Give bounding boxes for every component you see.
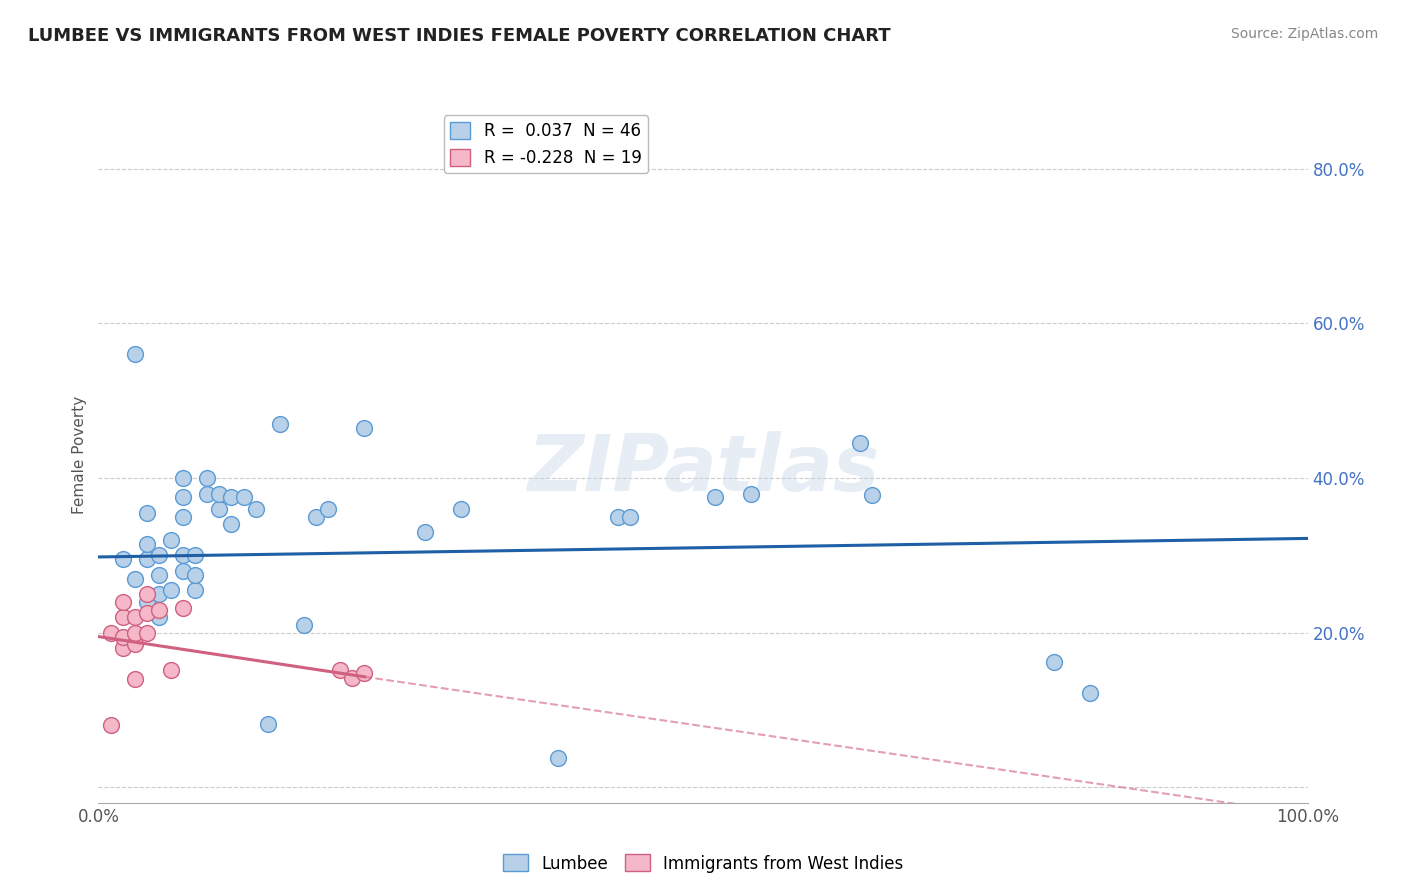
Point [148,602,170,616]
Point [269,417,291,431]
Point [245,502,267,516]
Point [124,572,146,586]
Y-axis label: Female Poverty: Female Poverty [72,396,87,514]
Point [172,549,194,563]
Point [148,587,170,601]
Point [160,663,183,677]
Point [607,509,630,524]
Point [172,601,194,615]
Text: Source: ZipAtlas.com: Source: ZipAtlas.com [1230,27,1378,41]
Point [184,549,207,563]
Point [111,595,134,609]
Text: LUMBEE VS IMMIGRANTS FROM WEST INDIES FEMALE POVERTY CORRELATION CHART: LUMBEE VS IMMIGRANTS FROM WEST INDIES FE… [28,27,891,45]
Point [232,491,254,505]
Point [547,751,569,765]
Point [849,436,872,450]
Point [124,637,146,651]
Point [135,537,157,551]
Point [619,509,641,524]
Point [135,506,157,520]
Point [172,564,194,578]
Point [135,625,157,640]
Point [704,491,727,505]
Point [124,347,146,361]
Point [160,583,183,598]
Point [450,502,472,516]
Point [124,672,146,686]
Point [221,491,243,505]
Point [329,663,352,677]
Point [100,625,122,640]
Point [111,641,134,656]
Point [111,610,134,624]
Point [256,717,278,731]
Point [860,488,883,502]
Point [353,421,375,435]
Point [135,607,157,621]
Text: ZIPatlas: ZIPatlas [527,431,879,507]
Point [740,486,762,500]
Point [111,552,134,566]
Point [1078,686,1101,700]
Point [124,610,146,624]
Point [148,549,170,563]
Point [353,665,375,680]
Point [316,502,339,516]
Point [342,671,364,685]
Point [208,486,231,500]
Point [124,625,146,640]
Point [208,502,231,516]
Point [172,509,194,524]
Point [135,595,157,609]
Point [413,525,436,540]
Point [292,618,315,632]
Point [148,567,170,582]
Point [100,718,122,732]
Point [184,567,207,582]
Point [135,552,157,566]
Point [184,583,207,598]
Legend: R =  0.037  N = 46, R = -0.228  N = 19: R = 0.037 N = 46, R = -0.228 N = 19 [443,115,648,173]
Point [221,517,243,532]
Point [111,630,134,644]
Point [172,471,194,485]
Point [1042,655,1064,669]
Point [172,491,194,505]
Point [195,471,218,485]
Point [195,486,218,500]
Point [305,509,328,524]
Legend: Lumbee, Immigrants from West Indies: Lumbee, Immigrants from West Indies [496,847,910,880]
Point [160,533,183,547]
Point [148,610,170,624]
Point [135,587,157,601]
